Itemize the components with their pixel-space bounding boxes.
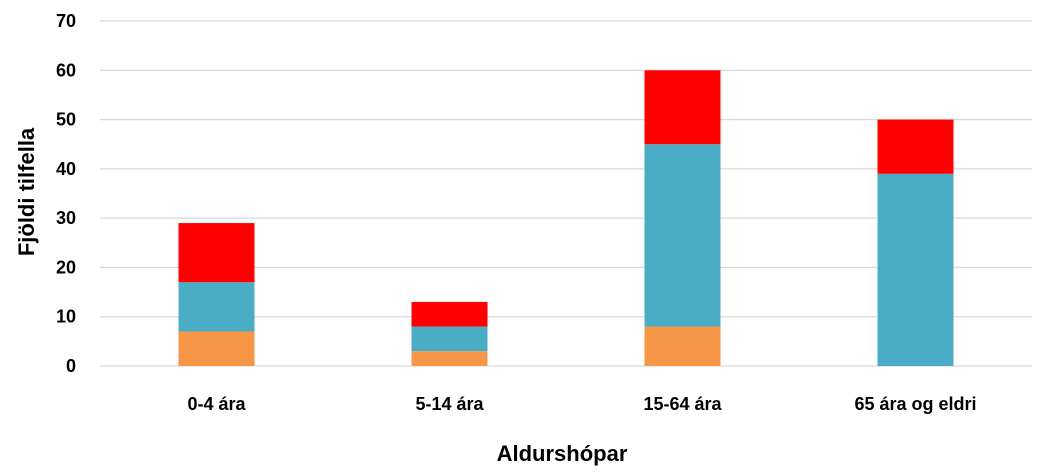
bar-segment xyxy=(178,223,255,283)
bar-segment xyxy=(178,331,255,366)
y-tick-label: 70 xyxy=(56,11,76,31)
x-category-labels: 0-4 ára 5-14 ára 15-64 ára 65 ára og eldri xyxy=(187,394,976,414)
bar-segment xyxy=(877,173,954,366)
bar-segment xyxy=(644,326,721,366)
bar-segment xyxy=(411,351,488,366)
bar-segment xyxy=(411,326,488,352)
y-tick-label: 40 xyxy=(56,159,76,179)
bar-segment xyxy=(411,301,488,327)
bar-segment xyxy=(877,119,954,174)
x-category-label: 5-14 ára xyxy=(415,394,484,414)
x-category-label: 15-64 ára xyxy=(643,394,722,414)
bar-segment xyxy=(644,70,721,145)
y-tick-label: 60 xyxy=(56,60,76,80)
y-tick-label: 30 xyxy=(56,208,76,228)
x-category-label: 65 ára og eldri xyxy=(854,394,976,414)
y-tick-label: 20 xyxy=(56,257,76,277)
x-axis-title: Aldurshópar xyxy=(497,441,628,466)
bar-segment xyxy=(644,144,721,327)
gridlines xyxy=(100,20,1032,367)
y-tick-label: 10 xyxy=(56,307,76,327)
y-axis-title: Fjöldi tilfella xyxy=(14,127,39,256)
y-tick-label: 0 xyxy=(66,356,76,376)
bars xyxy=(178,70,954,366)
y-tick-labels: 0 10 20 30 40 50 60 70 xyxy=(56,11,76,376)
y-tick-label: 50 xyxy=(56,110,76,130)
x-category-label: 0-4 ára xyxy=(187,394,246,414)
bar-segment xyxy=(178,282,255,332)
